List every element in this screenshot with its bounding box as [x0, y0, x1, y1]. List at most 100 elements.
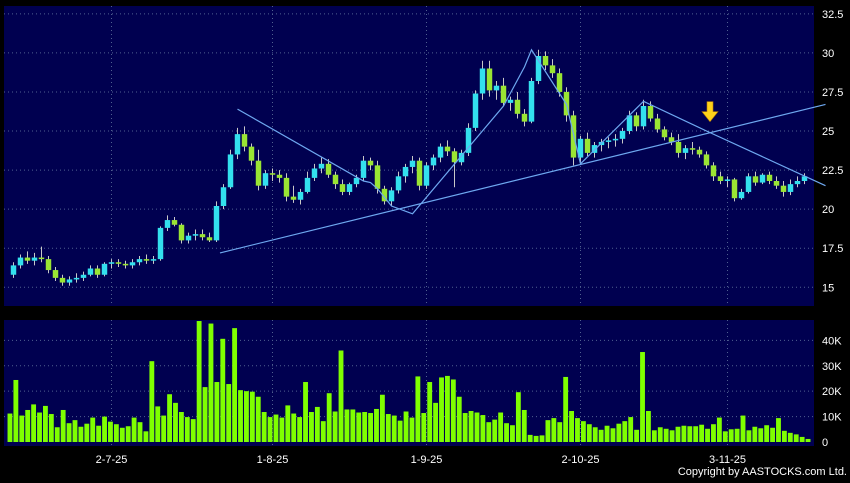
price-y-tick-label: 22.5	[822, 165, 843, 177]
volume-bar	[391, 415, 397, 442]
volume-bar	[716, 417, 722, 442]
candlestick	[59, 274, 66, 286]
candle-body	[444, 146, 451, 152]
volume-bar	[60, 409, 66, 442]
volume-bar	[54, 427, 60, 442]
candlestick	[577, 135, 584, 163]
volume-bar	[161, 415, 167, 442]
price-panel: 15 17.5 20 22.5 25 27.5 30 32.5	[4, 6, 843, 306]
volume-bar	[533, 435, 539, 442]
candle-body	[290, 196, 297, 200]
volume-bar	[557, 422, 563, 442]
volume-bar	[480, 415, 486, 442]
candlestick	[192, 229, 199, 241]
volume-bar	[72, 420, 78, 442]
candlestick	[619, 127, 626, 144]
candlestick	[430, 154, 437, 171]
volume-bar	[96, 425, 102, 442]
candle-body	[24, 257, 31, 261]
volume-bar	[125, 426, 131, 442]
volume-bar	[397, 420, 403, 442]
volume-bar	[261, 412, 267, 442]
candle-body	[794, 181, 801, 185]
candlestick	[52, 266, 59, 281]
volume-bar	[291, 413, 297, 442]
candlestick	[605, 137, 612, 149]
candlestick	[262, 170, 269, 189]
volume-bar	[705, 428, 710, 442]
volume-bar	[178, 412, 184, 442]
candle-body	[416, 160, 423, 186]
zigzag-trendline	[237, 48, 826, 215]
candle-body	[486, 68, 493, 91]
volume-bar	[409, 417, 415, 442]
volume-bar	[43, 405, 48, 442]
candlestick	[297, 188, 304, 205]
candlestick	[759, 173, 766, 185]
candlestick	[66, 276, 73, 286]
volume-bar	[344, 409, 350, 442]
volume-bar	[734, 428, 740, 442]
volume-bar	[462, 413, 468, 442]
candle-body	[157, 227, 164, 260]
volume-bar	[740, 415, 746, 442]
candlestick	[269, 168, 276, 181]
candle-body	[752, 176, 759, 183]
volume-bar	[776, 418, 781, 442]
candlestick	[325, 159, 332, 178]
candle-body	[262, 173, 269, 186]
volume-bar	[249, 391, 255, 442]
candle-body	[654, 118, 661, 130]
candle-body	[346, 184, 353, 192]
candle-body	[801, 176, 808, 181]
volume-bar	[521, 409, 527, 442]
volume-bar	[687, 426, 693, 442]
volume-y-tick-label: 30K	[822, 361, 842, 373]
volume-bar	[356, 412, 362, 442]
candlestick	[10, 262, 17, 278]
candle-body	[31, 257, 38, 261]
price-y-tick-label: 20	[822, 204, 834, 216]
volume-bar	[421, 413, 427, 442]
candle-body	[150, 259, 157, 261]
volume-bar	[19, 415, 25, 442]
candle-body	[178, 224, 185, 241]
volume-bar	[445, 375, 450, 442]
candle-body	[521, 113, 528, 122]
candlestick	[94, 265, 101, 278]
volume-bar	[770, 427, 775, 442]
candle-body	[213, 206, 220, 241]
candlestick	[766, 171, 773, 185]
candle-body	[241, 134, 248, 147]
candle-body	[682, 148, 689, 153]
volume-bar	[31, 404, 37, 442]
candle-body	[269, 173, 276, 175]
candlestick	[248, 143, 255, 166]
candle-body	[38, 257, 45, 260]
volume-bar	[563, 376, 569, 442]
volume-bar	[415, 376, 421, 442]
candlestick	[213, 201, 220, 242]
volume-bar	[510, 425, 515, 442]
volume-bar	[279, 417, 285, 442]
volume-bar	[758, 428, 764, 442]
candle-body	[304, 177, 311, 192]
candle-body	[164, 220, 171, 228]
candle-body	[493, 85, 500, 91]
candlestick	[787, 179, 794, 196]
volume-bar	[385, 414, 391, 442]
volume-bar	[25, 409, 31, 442]
volume-bar	[90, 417, 96, 442]
candle-body	[612, 138, 619, 141]
volume-bar	[226, 384, 232, 442]
volume-bar	[793, 434, 799, 442]
volume-bar	[527, 434, 533, 442]
volume-bar	[551, 418, 557, 442]
volume-bar	[681, 425, 687, 442]
volume-bar	[693, 426, 699, 442]
candlestick	[521, 109, 528, 127]
volume-bar	[285, 405, 291, 442]
candlestick	[444, 140, 451, 156]
candlestick	[556, 68, 563, 97]
candlestick	[73, 273, 80, 283]
